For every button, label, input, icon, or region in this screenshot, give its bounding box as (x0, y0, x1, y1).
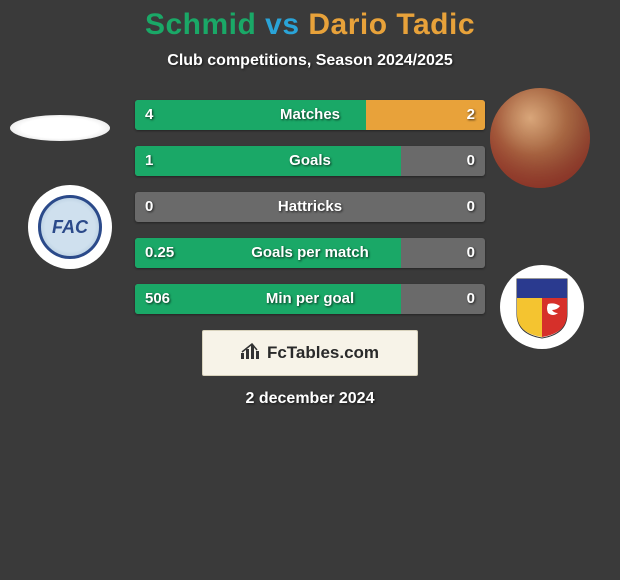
stat-row: Goals1 0 (135, 146, 485, 176)
watermark-text: FcTables.com (267, 343, 379, 363)
stat-row: Goals per match0.25 0 (135, 238, 485, 268)
stat-label: Goals per match (135, 238, 485, 268)
title-vs: vs (265, 8, 299, 41)
club-right-badge (500, 265, 584, 349)
stat-bars: Matches42Goals10Hattricks00Goals per mat… (135, 100, 485, 314)
stat-value-right: 0 (467, 238, 475, 268)
stat-value-left: 1 (145, 146, 153, 176)
stat-value-right: 2 (467, 100, 475, 130)
stat-value-left: 506 (145, 284, 170, 314)
content-area: FAC Matches42Goals10Hattricks00Goals per… (0, 100, 620, 408)
stat-value-left: 0 (145, 192, 153, 222)
stat-row: Hattricks0 0 (135, 192, 485, 222)
page-title: Schmid vs Dario Tadic (0, 8, 620, 42)
stat-value-right: 0 (467, 284, 475, 314)
stat-label: Matches (135, 100, 485, 130)
bar-chart-icon (241, 343, 261, 364)
title-right: Dario Tadic (308, 8, 475, 41)
stat-value-left: 0.25 (145, 238, 174, 268)
stat-value-left: 4 (145, 100, 153, 130)
stat-label: Min per goal (135, 284, 485, 314)
title-left: Schmid (145, 8, 256, 41)
stat-row: Matches4 2 (135, 100, 485, 130)
date: 2 december 2024 (0, 390, 620, 408)
club-right-shield (512, 274, 572, 340)
comparison-infographic: Schmid vs Dario Tadic Club competitions,… (0, 0, 620, 450)
club-left-badge: FAC (28, 185, 112, 269)
stat-label: Hattricks (135, 192, 485, 222)
subtitle: Club competitions, Season 2024/2025 (0, 52, 620, 70)
stat-label: Goals (135, 146, 485, 176)
stat-value-right: 0 (467, 192, 475, 222)
watermark: FcTables.com (202, 330, 418, 376)
stat-value-right: 0 (467, 146, 475, 176)
player-left-avatar (10, 115, 110, 141)
stat-row: Min per goal506 0 (135, 284, 485, 314)
player-right-avatar (490, 88, 590, 188)
club-left-text: FAC (38, 195, 102, 259)
